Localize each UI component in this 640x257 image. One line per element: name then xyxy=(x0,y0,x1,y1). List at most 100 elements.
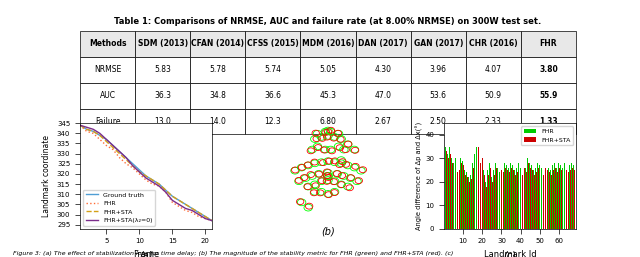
FHR+STA(λ₂=0) xyxy=(96,132,104,135)
Bar xyxy=(549,172,550,229)
Bar xyxy=(483,170,484,229)
X-axis label: Frame: Frame xyxy=(133,250,159,257)
Bar xyxy=(505,168,506,229)
Bar xyxy=(463,166,464,229)
FHR xyxy=(162,191,170,194)
Bar xyxy=(481,154,483,229)
FHR xyxy=(175,205,183,208)
Bar xyxy=(467,177,468,229)
FHR+STA(λ₂=0) xyxy=(162,191,170,194)
FHR xyxy=(182,209,189,212)
Bar xyxy=(502,168,503,229)
FHR+STA xyxy=(182,203,189,206)
Text: (b): (b) xyxy=(321,226,335,236)
Line: FHR: FHR xyxy=(80,125,212,221)
Bar xyxy=(494,175,495,229)
FHR xyxy=(116,156,124,159)
Bar xyxy=(472,163,473,229)
Bar xyxy=(507,170,508,229)
Bar xyxy=(455,158,456,229)
Bar xyxy=(526,172,527,229)
Bar xyxy=(498,172,499,229)
Line: Ground truth: Ground truth xyxy=(80,125,212,221)
Y-axis label: Landmark coordinate: Landmark coordinate xyxy=(42,135,51,217)
Bar xyxy=(514,170,515,229)
FHR+STA(λ₂=0) xyxy=(156,185,163,188)
Bar xyxy=(515,175,516,229)
FHR+STA(λ₂=0) xyxy=(175,203,183,206)
Bar xyxy=(547,170,548,229)
FHR+STA(λ₂=0) xyxy=(188,209,196,212)
Bar xyxy=(448,158,449,229)
Bar xyxy=(533,170,534,229)
FHR+STA(λ₂=0) xyxy=(142,177,150,180)
Bar xyxy=(550,170,551,229)
FHR xyxy=(129,166,136,169)
Bar xyxy=(493,170,494,229)
Bar xyxy=(447,154,448,229)
FHR+STA xyxy=(168,195,176,198)
Bar xyxy=(509,172,510,229)
Bar xyxy=(453,163,454,229)
Bar xyxy=(510,163,511,229)
FHR+STA(λ₂=0) xyxy=(116,150,124,153)
FHR+STA(λ₂=0) xyxy=(208,219,216,222)
Ground truth xyxy=(109,144,117,147)
Ground truth xyxy=(116,150,124,153)
Bar xyxy=(497,168,498,229)
Bar xyxy=(475,158,476,229)
FHR+STA xyxy=(188,207,196,210)
Bar xyxy=(446,151,447,229)
Text: (c): (c) xyxy=(504,250,516,257)
Ground truth xyxy=(156,182,163,186)
FHR+STA xyxy=(129,164,136,167)
Bar xyxy=(459,166,460,229)
Bar xyxy=(468,177,469,229)
FHR xyxy=(83,130,90,133)
Bar xyxy=(491,177,492,229)
FHR+STA xyxy=(142,175,150,178)
Bar xyxy=(532,170,533,229)
Ground truth xyxy=(168,195,176,198)
FHR+STA xyxy=(208,219,216,222)
FHR+STA xyxy=(102,140,110,143)
Bar xyxy=(541,172,542,229)
Line: FHR+STA: FHR+STA xyxy=(80,125,212,221)
Bar xyxy=(551,175,552,229)
Bar xyxy=(500,166,501,229)
Ground truth xyxy=(136,168,143,171)
FHR+STA(λ₂=0) xyxy=(168,199,176,202)
Bar xyxy=(489,163,490,229)
FHR xyxy=(96,138,104,141)
FHR xyxy=(202,217,209,220)
FHR xyxy=(90,132,97,135)
Legend: Ground truth, FHR, FHR+STA, FHR+STA(λ₂=0): Ground truth, FHR, FHR+STA, FHR+STA(λ₂=0… xyxy=(83,190,155,226)
FHR+STA(λ₂=0) xyxy=(102,138,110,141)
Text: (a): (a) xyxy=(140,250,153,257)
Bar xyxy=(574,170,575,229)
Bar xyxy=(461,163,462,229)
Bar xyxy=(548,168,549,229)
FHR+STA(λ₂=0) xyxy=(195,213,203,216)
FHR+STA xyxy=(202,215,209,218)
FHR+STA xyxy=(162,189,170,192)
Bar xyxy=(457,168,458,229)
FHR+STA(λ₂=0) xyxy=(122,156,130,159)
Bar xyxy=(464,170,465,229)
FHR+STA xyxy=(76,124,84,127)
FHR+STA xyxy=(83,128,90,131)
FHR xyxy=(109,148,117,151)
FHR+STA(λ₂=0) xyxy=(76,124,84,127)
Bar xyxy=(520,172,522,229)
FHR xyxy=(156,185,163,188)
Bar xyxy=(445,147,446,229)
FHR+STA xyxy=(195,211,203,214)
FHR+STA xyxy=(96,134,104,137)
Ground truth xyxy=(122,156,130,159)
Bar xyxy=(513,170,514,229)
FHR+STA(λ₂=0) xyxy=(109,144,117,147)
Bar xyxy=(552,166,553,229)
Ground truth xyxy=(90,130,97,133)
Bar xyxy=(470,175,471,229)
Bar xyxy=(543,175,544,229)
